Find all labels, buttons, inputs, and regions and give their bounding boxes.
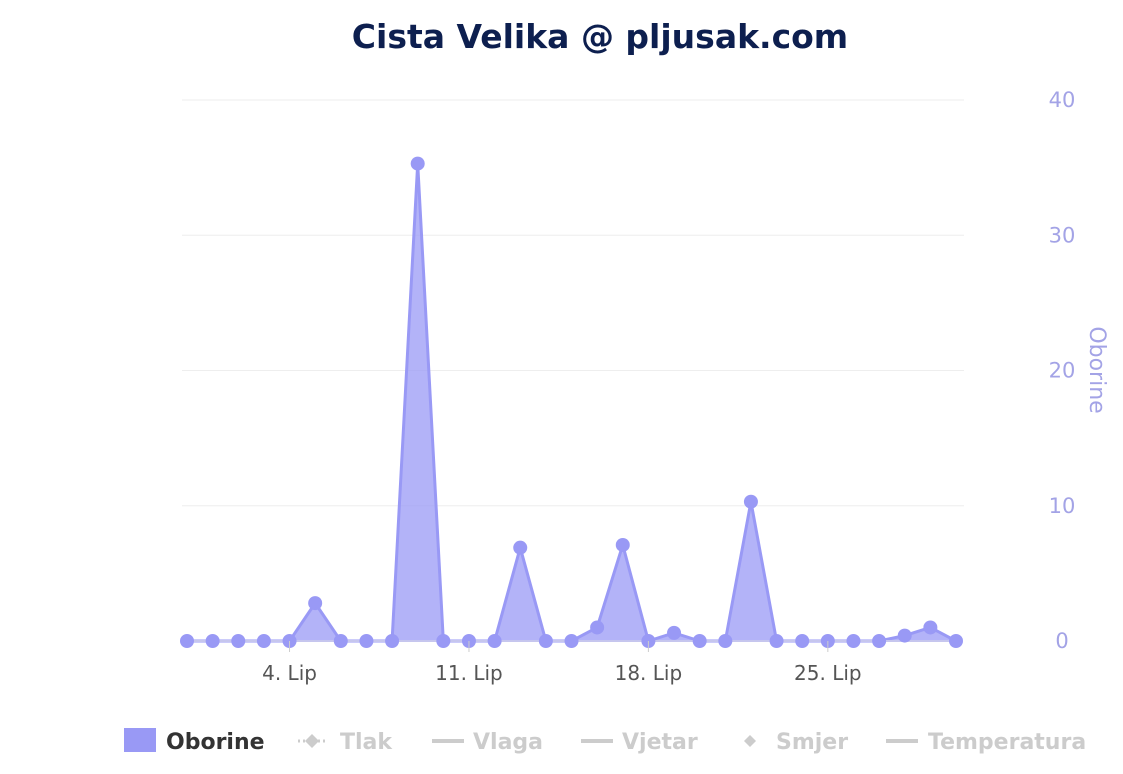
data-point[interactable] (205, 634, 220, 648)
y-tick-label: 30 (1049, 223, 1076, 247)
legend: Oborine Tlak Vlaga Vjetar Smjer Temperatura (124, 728, 1086, 755)
data-point[interactable] (333, 634, 348, 648)
legend-item-temperatura[interactable]: Temperatura (886, 730, 1086, 755)
plot-area (180, 156, 963, 648)
y-axis-title: Oborine (1084, 326, 1109, 413)
y-tick-label: 40 (1049, 88, 1076, 112)
legend-item-oborine[interactable]: Oborine (124, 728, 265, 755)
legend-label: Tlak (340, 730, 393, 755)
data-point[interactable] (667, 625, 682, 640)
data-point[interactable] (436, 634, 451, 648)
chart-title: Cista Velika @ pljusak.com (352, 17, 848, 56)
legend-diamond-icon (744, 735, 756, 747)
legend-label: Vlaga (473, 730, 543, 755)
data-point[interactable] (513, 540, 528, 555)
legend-item-vjetar[interactable]: Vjetar (581, 730, 698, 755)
data-point[interactable] (180, 634, 194, 648)
data-point[interactable] (692, 634, 707, 648)
legend-label: Oborine (166, 730, 265, 755)
y-axis-ticks: 0 10 20 30 40 (1049, 88, 1076, 653)
grid-lines (182, 99, 964, 507)
legend-rect-icon (124, 728, 156, 752)
data-point[interactable] (308, 596, 323, 611)
x-axis-ticks: 4. Lip 11. Lip 18. Lip 25. Lip (262, 641, 862, 685)
data-point[interactable] (795, 634, 810, 648)
legend-item-tlak[interactable]: Tlak (298, 730, 393, 755)
x-tick-label: 4. Lip (262, 661, 317, 685)
legend-item-smjer[interactable]: Smjer (744, 730, 848, 755)
x-tick-label: 25. Lip (794, 661, 862, 685)
data-point[interactable] (359, 634, 374, 648)
legend-label: Vjetar (622, 730, 698, 755)
x-tick-label: 18. Lip (615, 661, 683, 685)
data-point[interactable] (538, 634, 553, 648)
legend-diamond-icon (305, 734, 319, 748)
legend-label: Temperatura (928, 730, 1086, 755)
data-point[interactable] (615, 537, 630, 552)
data-point[interactable] (718, 634, 733, 648)
data-point[interactable] (743, 494, 758, 509)
data-point[interactable] (410, 156, 425, 171)
legend-item-vlaga[interactable]: Vlaga (432, 730, 543, 755)
data-point[interactable] (897, 628, 912, 643)
x-tick-label: 11. Lip (435, 661, 503, 685)
data-point[interactable] (872, 634, 887, 648)
data-point[interactable] (923, 620, 938, 635)
data-point[interactable] (769, 634, 784, 648)
y-tick-label: 10 (1049, 494, 1076, 518)
y-tick-label: 20 (1049, 359, 1076, 383)
data-point[interactable] (949, 634, 963, 648)
data-point[interactable] (256, 634, 271, 648)
legend-label: Smjer (776, 730, 848, 755)
data-point[interactable] (564, 634, 579, 648)
y-tick-label: 0 (1055, 629, 1068, 653)
data-point[interactable] (846, 634, 861, 648)
data-point[interactable] (590, 620, 605, 635)
data-point[interactable] (231, 634, 246, 648)
data-point[interactable] (487, 634, 502, 648)
data-point[interactable] (385, 634, 400, 648)
